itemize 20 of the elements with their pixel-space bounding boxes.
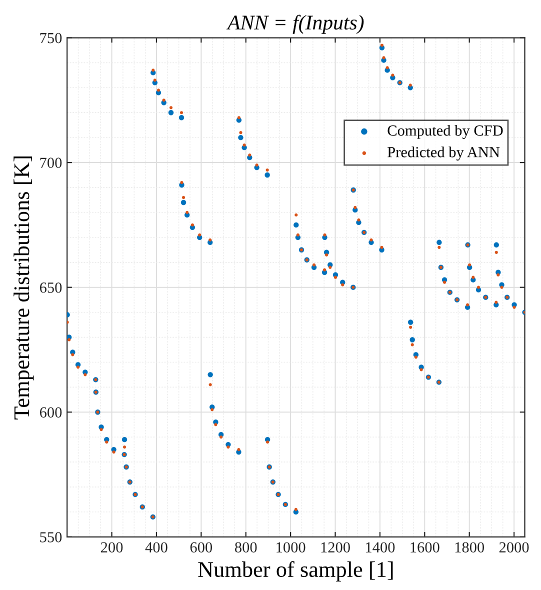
x-tick-label: 1800: [455, 542, 484, 553]
x-tick-label: 800: [234, 542, 257, 553]
y-tick-label: 750: [40, 32, 62, 44]
legend-label: Predicted by ANN: [388, 146, 500, 160]
legend-label: Computed by CFD: [388, 124, 503, 139]
x-axis-title: Number of sample [1]: [198, 561, 393, 582]
x-tick-label: 200: [100, 542, 123, 553]
x-tick-label: 1200: [321, 542, 350, 553]
y-tick-label: 600: [40, 407, 62, 418]
x-tick-label: 1000: [276, 542, 306, 553]
x-tick-label: 400: [145, 542, 168, 553]
x-tick-label: 1400: [366, 542, 395, 553]
y-axis-title: Temperature distributions [K]: [14, 156, 34, 420]
chart-title: ANN = f(Inputs): [226, 14, 364, 34]
y-tick-label: 700: [40, 158, 62, 168]
y-tick-label: 650: [40, 282, 62, 293]
x-tick-label: 1600: [410, 542, 440, 553]
x-tick-label: 600: [190, 542, 212, 553]
x-tick-label: 2000: [499, 542, 529, 553]
y-tick-label: 550: [40, 532, 62, 542]
